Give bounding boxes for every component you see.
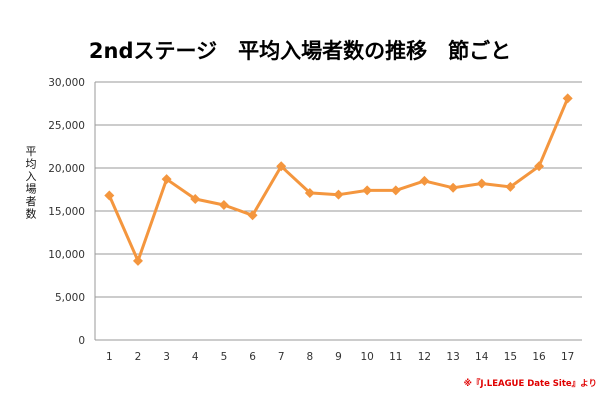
chart-title: 2ndステージ 平均入場者数の推移 節ごと [89, 39, 511, 63]
data-point [304, 187, 315, 198]
series-line [107, 97, 570, 263]
data-point [534, 161, 545, 172]
y-tick-label: 5,000 [55, 292, 85, 304]
x-tick-label: 11 [389, 351, 402, 363]
y-tick-label: 20,000 [48, 163, 85, 175]
y-axis-label-char: 均 [26, 157, 37, 170]
x-tick-label: 16 [532, 351, 546, 363]
data-point [562, 93, 573, 104]
data-point [448, 182, 459, 193]
y-axis-label-char: 平 [26, 145, 37, 158]
y-axis-label-char: 入 [26, 170, 37, 183]
y-axis-label-char: 者 [26, 195, 37, 208]
data-point [390, 185, 401, 196]
y-tick-label: 25,000 [48, 120, 85, 132]
x-tick-label: 13 [446, 351, 459, 363]
x-tick-label: 1 [106, 351, 113, 363]
x-tick-label: 15 [504, 351, 517, 363]
y-tick-label: 10,000 [48, 249, 85, 261]
data-point [276, 161, 287, 172]
x-tick-label: 4 [192, 351, 199, 363]
x-tick-label: 8 [307, 351, 314, 363]
y-tick-label: 30,000 [48, 77, 85, 89]
x-tick-label: 17 [561, 351, 574, 363]
data-point [247, 210, 258, 221]
data-point [505, 181, 516, 192]
y-tick-label: 15,000 [48, 206, 85, 218]
y-axis-label: 平均入場者数 [26, 145, 37, 221]
y-axis-ticks: 0 5,000 10,000 15,000 20,000 25,000 30,000 [48, 77, 85, 347]
data-point [104, 190, 115, 201]
series [104, 93, 573, 266]
data-point [161, 174, 172, 185]
x-tick-label: 14 [475, 351, 489, 363]
y-axis-label-char: 数 [26, 207, 37, 220]
x-tick-label: 7 [278, 351, 285, 363]
x-tick-label: 12 [418, 351, 431, 363]
data-point [132, 255, 143, 266]
x-tick-label: 10 [360, 351, 373, 363]
y-axis-label-char: 場 [26, 182, 37, 195]
x-tick-label: 6 [249, 351, 256, 363]
y-tick-label: 0 [78, 335, 85, 347]
source-note: ※『J.LEAGUE Date Site』より [464, 378, 597, 389]
x-tick-label: 3 [163, 351, 170, 363]
x-tick-label: 9 [335, 351, 342, 363]
x-axis-ticks: 1 2 3 4 5 6 7 8 9 10 11 12 13 14 15 16 17 [106, 351, 574, 363]
x-tick-label: 2 [135, 351, 142, 363]
data-point [362, 185, 373, 196]
data-point [218, 199, 229, 210]
data-point [190, 193, 201, 204]
data-point [333, 189, 344, 200]
x-tick-label: 5 [221, 351, 228, 363]
data-point [476, 178, 487, 189]
data-point [419, 175, 430, 186]
gridlines [94, 81, 582, 341]
